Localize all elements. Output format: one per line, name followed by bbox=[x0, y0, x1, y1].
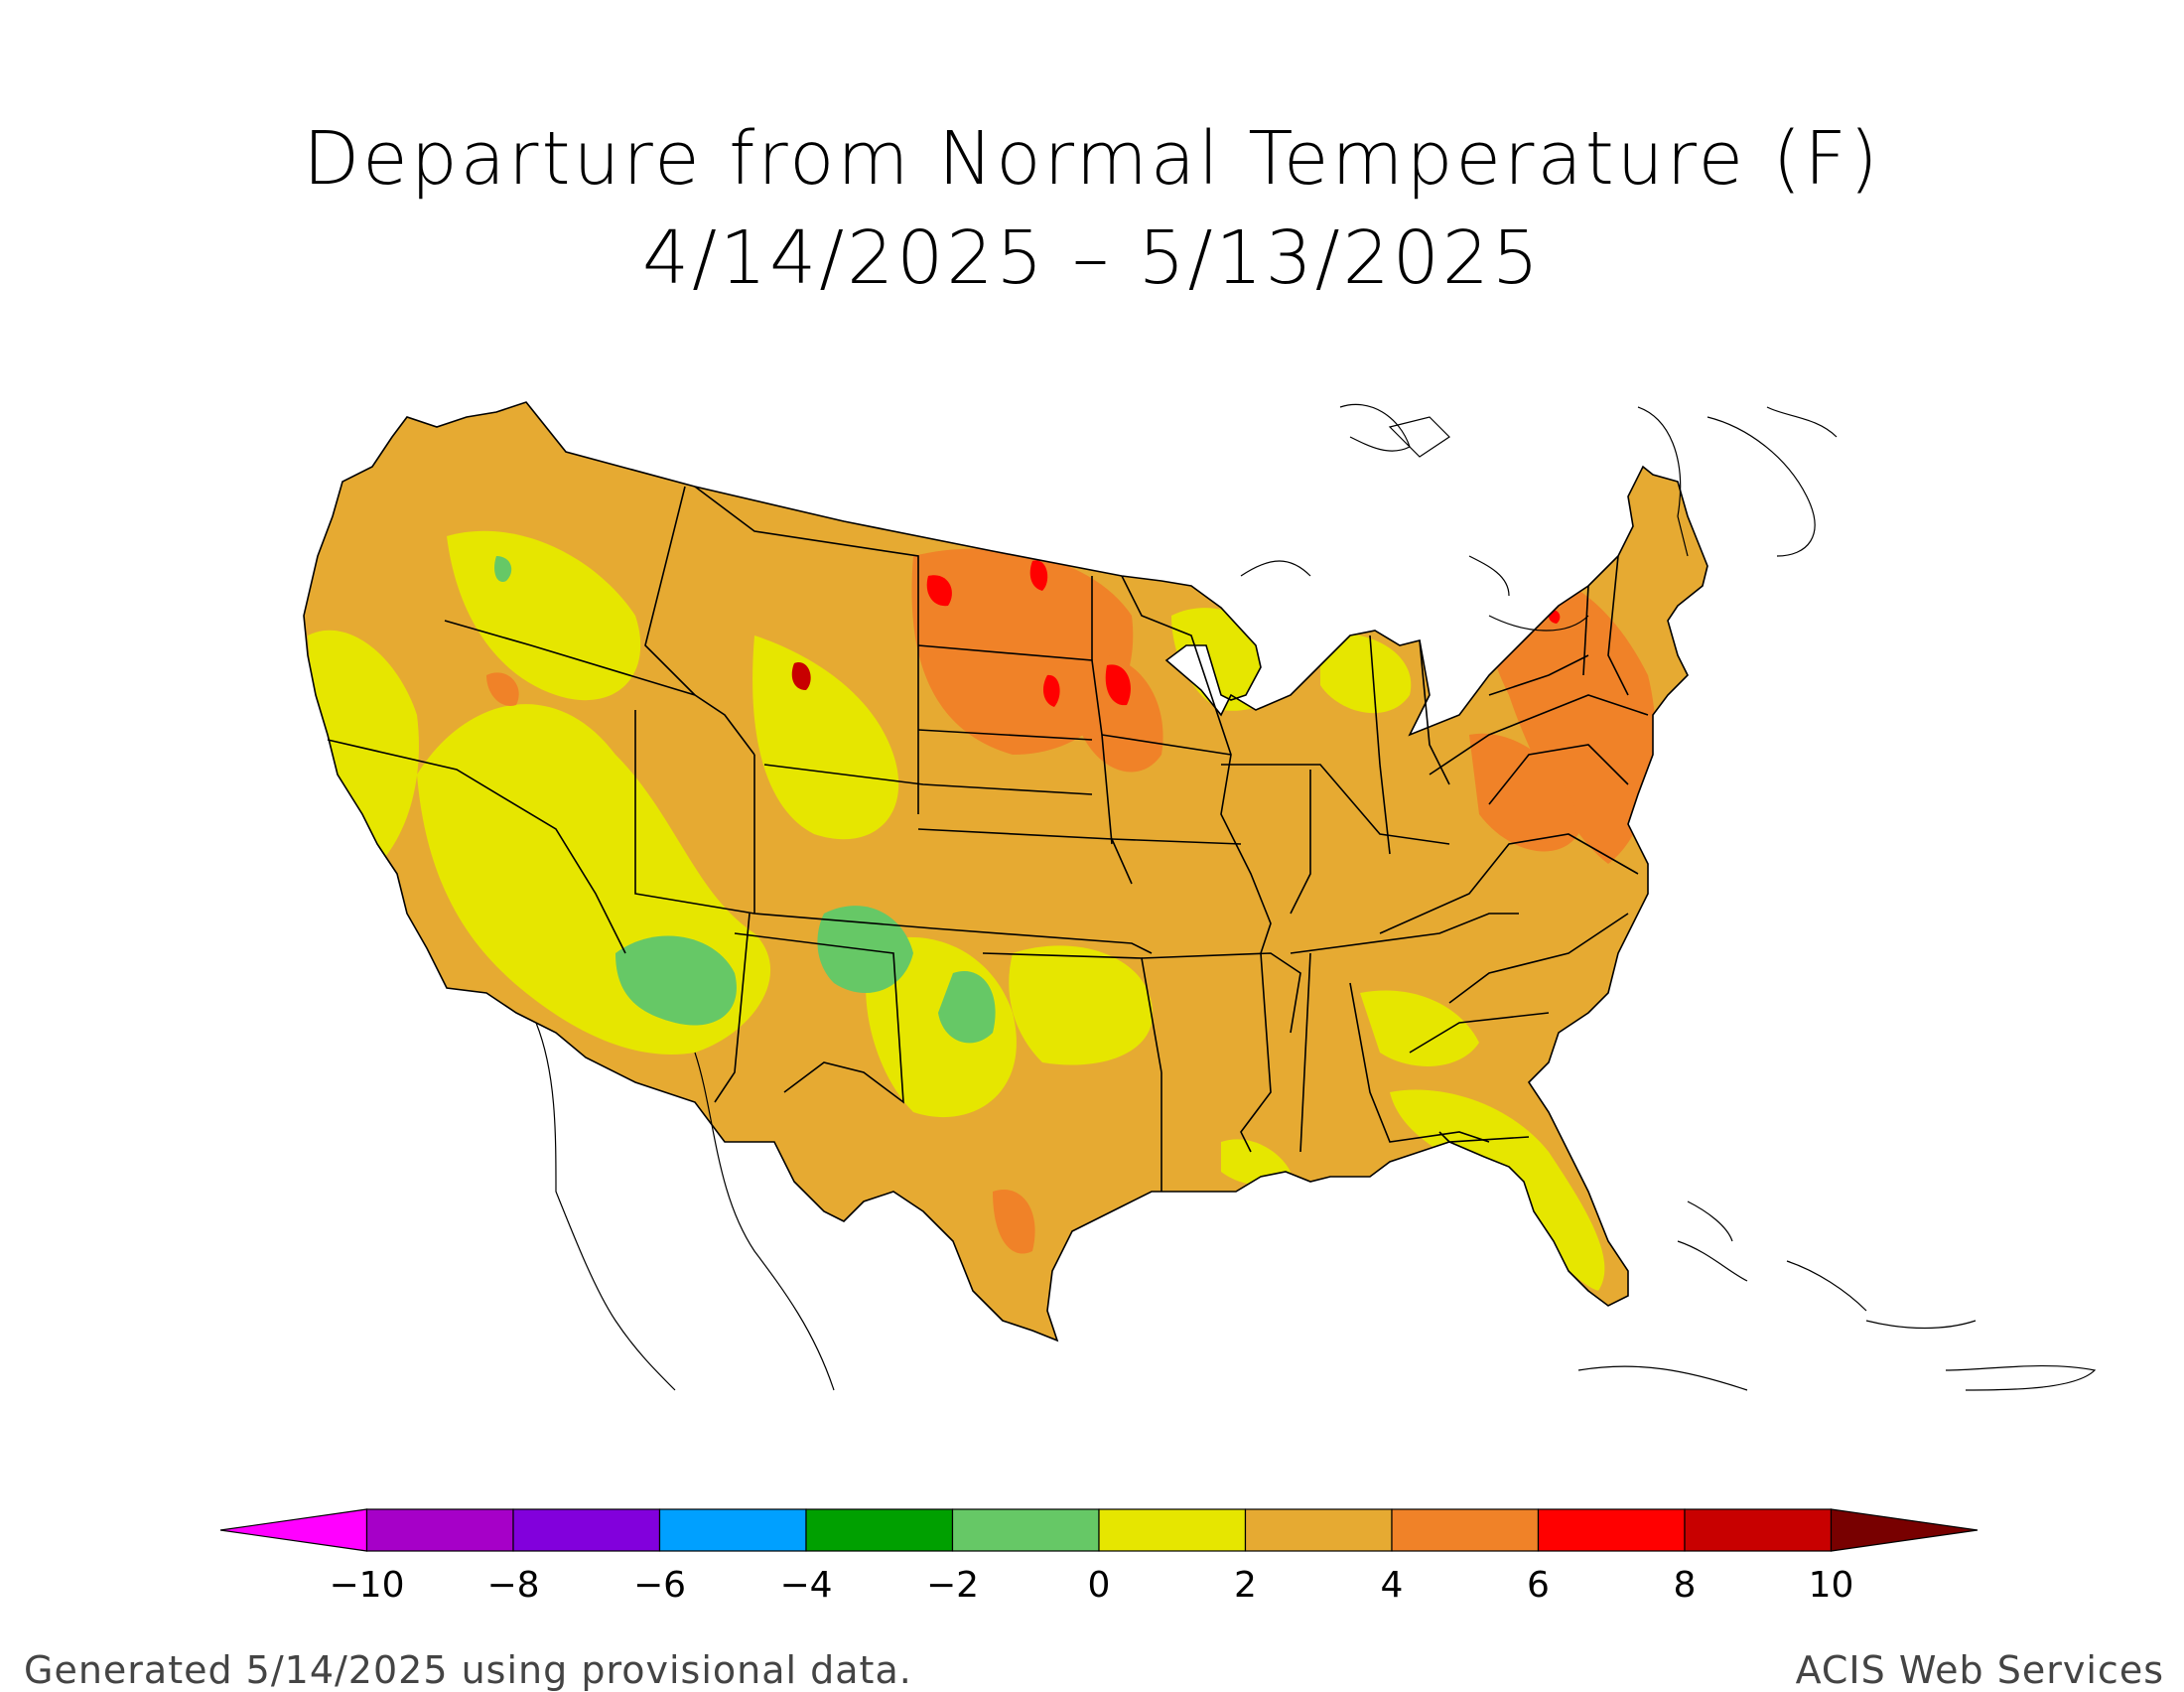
legend-bin bbox=[512, 1508, 661, 1552]
legend-bin bbox=[1098, 1508, 1247, 1552]
legend-bin bbox=[1391, 1508, 1540, 1552]
legend-bin bbox=[1830, 1508, 1979, 1552]
legend-tick-label: 4 bbox=[1381, 1565, 1404, 1606]
legend-bin bbox=[365, 1508, 514, 1552]
legend-tick-label: 8 bbox=[1674, 1565, 1697, 1606]
legend-tick-label: 2 bbox=[1234, 1565, 1257, 1606]
legend-tick-label: −2 bbox=[926, 1565, 979, 1606]
legend-tick-label: 0 bbox=[1088, 1565, 1111, 1606]
legend-tick-label: −4 bbox=[779, 1565, 832, 1606]
state-borders bbox=[303, 401, 1708, 1342]
legend-tick-label: −8 bbox=[486, 1565, 539, 1606]
color-legend: −10 −8 −6 −4 −2 0 2 4 6 8 10 bbox=[219, 1508, 1979, 1606]
map-title: Departure from Normal Temperature (F) 4/… bbox=[0, 109, 2184, 308]
temperature-anomaly-field bbox=[304, 402, 1707, 1340]
source-credit: ACIS Web Services bbox=[1795, 1648, 2164, 1692]
legend-bin bbox=[219, 1508, 368, 1552]
title-line-1: Departure from Normal Temperature (F) bbox=[303, 116, 1881, 202]
legend-bin bbox=[805, 1508, 954, 1552]
legend-tick-label: 10 bbox=[1809, 1565, 1854, 1606]
legend-bin bbox=[1537, 1508, 1686, 1552]
generated-note: Generated 5/14/2025 using provisional da… bbox=[24, 1648, 912, 1692]
legend-tick-label: 6 bbox=[1527, 1565, 1550, 1606]
title-line-2: 4/14/2025 – 5/13/2025 bbox=[642, 215, 1542, 301]
legend-bin bbox=[1244, 1508, 1393, 1552]
legend-bin bbox=[658, 1508, 807, 1552]
legend-bin bbox=[951, 1508, 1100, 1552]
legend-bin bbox=[1684, 1508, 1833, 1552]
legend-tick-label: −6 bbox=[633, 1565, 686, 1606]
surrounding-coastlines bbox=[535, 403, 2097, 1391]
legend-tick-label: −10 bbox=[330, 1565, 405, 1606]
